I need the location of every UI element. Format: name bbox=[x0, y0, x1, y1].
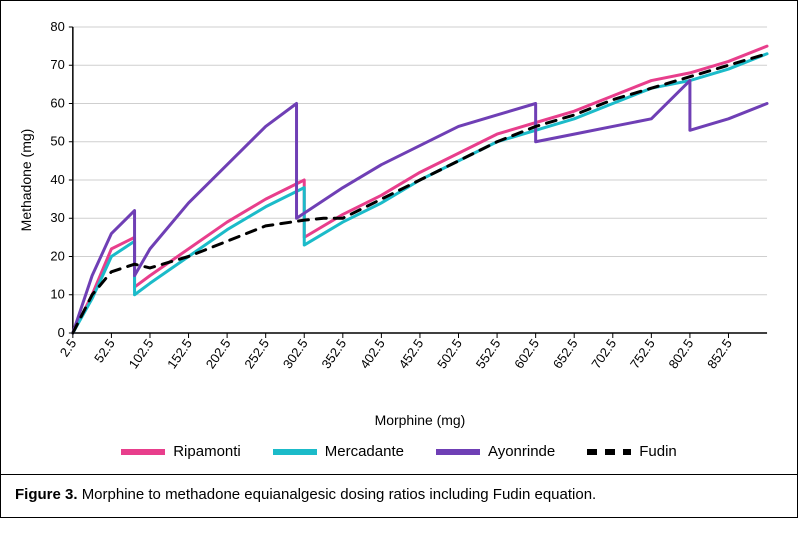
svg-text:80: 80 bbox=[50, 19, 64, 34]
svg-text:52.5: 52.5 bbox=[91, 336, 118, 365]
legend: Ripamonti Mercadante Ayonrinde Fudin bbox=[13, 433, 785, 466]
x-axis-label: Morphine (mg) bbox=[375, 412, 466, 428]
svg-text:152.5: 152.5 bbox=[164, 336, 195, 371]
legend-label-fudin: Fudin bbox=[639, 443, 677, 460]
svg-text:852.5: 852.5 bbox=[704, 336, 735, 371]
legend-item-fudin: Fudin bbox=[587, 443, 677, 460]
legend-swatch-fudin bbox=[587, 449, 631, 455]
legend-label-ripamonti: Ripamonti bbox=[173, 443, 241, 460]
svg-text:202.5: 202.5 bbox=[203, 336, 234, 371]
legend-swatch-ripamonti bbox=[121, 449, 165, 455]
svg-text:60: 60 bbox=[50, 95, 64, 110]
svg-text:802.5: 802.5 bbox=[665, 336, 696, 371]
svg-text:40: 40 bbox=[50, 172, 64, 187]
svg-text:652.5: 652.5 bbox=[550, 336, 581, 371]
svg-text:702.5: 702.5 bbox=[588, 336, 619, 371]
figure-container: 0 10 20 30 40 50 60 70 802.5 52.5 102.5152.5 202.52… bbox=[0, 0, 798, 518]
svg-text:102.5: 102.5 bbox=[126, 336, 157, 371]
svg-text:70: 70 bbox=[50, 57, 64, 72]
y-axis-label: Methadone (mg) bbox=[18, 129, 34, 232]
legend-label-ayonrinde: Ayonrinde bbox=[488, 443, 555, 460]
svg-text:20: 20 bbox=[50, 248, 64, 263]
svg-text:502.5: 502.5 bbox=[434, 336, 465, 371]
svg-text:10: 10 bbox=[50, 287, 64, 302]
svg-text:252.5: 252.5 bbox=[241, 336, 272, 371]
legend-label-mercadante: Mercadante bbox=[325, 443, 404, 460]
legend-item-ripamonti: Ripamonti bbox=[121, 443, 241, 460]
svg-text:50: 50 bbox=[50, 134, 64, 149]
figure-caption: Figure 3. Morphine to methadone equianal… bbox=[1, 475, 797, 517]
svg-text:0: 0 bbox=[58, 325, 65, 340]
svg-text:602.5: 602.5 bbox=[511, 336, 542, 371]
legend-item-ayonrinde: Ayonrinde bbox=[436, 443, 555, 460]
svg-text:402.5: 402.5 bbox=[357, 336, 388, 371]
caption-label: Figure 3. bbox=[15, 486, 78, 503]
chart-panel: 0 10 20 30 40 50 60 70 802.5 52.5 102.5152.5 202.52… bbox=[1, 1, 797, 475]
svg-text:552.5: 552.5 bbox=[473, 336, 504, 371]
legend-swatch-ayonrinde bbox=[436, 449, 480, 455]
svg-text:30: 30 bbox=[50, 210, 64, 225]
svg-text:302.5: 302.5 bbox=[280, 336, 311, 371]
legend-swatch-mercadante bbox=[273, 449, 317, 455]
chart-svg: 0 10 20 30 40 50 60 70 802.5 52.5 102.5152.5 202.52… bbox=[13, 13, 785, 433]
legend-item-mercadante: Mercadante bbox=[273, 443, 404, 460]
svg-text:352.5: 352.5 bbox=[318, 336, 349, 371]
caption-text: Morphine to methadone equianalgesic dosi… bbox=[82, 486, 597, 503]
svg-text:452.5: 452.5 bbox=[396, 336, 427, 371]
svg-text:752.5: 752.5 bbox=[627, 336, 658, 371]
